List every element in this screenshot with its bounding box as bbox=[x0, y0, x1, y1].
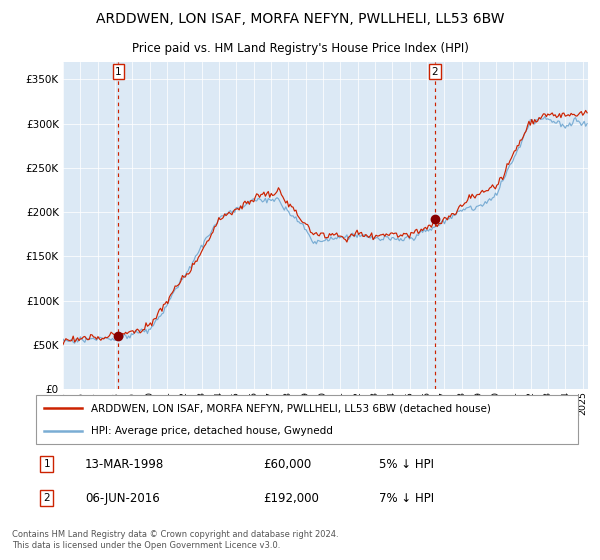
Text: £192,000: £192,000 bbox=[263, 492, 319, 505]
Text: ARDDWEN, LON ISAF, MORFA NEFYN, PWLLHELI, LL53 6BW: ARDDWEN, LON ISAF, MORFA NEFYN, PWLLHELI… bbox=[96, 12, 504, 26]
Text: 1: 1 bbox=[43, 459, 50, 469]
Text: HPI: Average price, detached house, Gwynedd: HPI: Average price, detached house, Gwyn… bbox=[91, 426, 332, 436]
Text: 06-JUN-2016: 06-JUN-2016 bbox=[85, 492, 160, 505]
Text: 13-MAR-1998: 13-MAR-1998 bbox=[85, 458, 164, 471]
FancyBboxPatch shape bbox=[36, 395, 578, 444]
Text: ARDDWEN, LON ISAF, MORFA NEFYN, PWLLHELI, LL53 6BW (detached house): ARDDWEN, LON ISAF, MORFA NEFYN, PWLLHELI… bbox=[91, 403, 491, 413]
Text: 5% ↓ HPI: 5% ↓ HPI bbox=[379, 458, 434, 471]
Text: 2: 2 bbox=[43, 493, 50, 503]
Text: 1: 1 bbox=[115, 67, 122, 77]
Text: £60,000: £60,000 bbox=[263, 458, 312, 471]
Text: 7% ↓ HPI: 7% ↓ HPI bbox=[379, 492, 434, 505]
Text: Price paid vs. HM Land Registry's House Price Index (HPI): Price paid vs. HM Land Registry's House … bbox=[131, 43, 469, 55]
Text: Contains HM Land Registry data © Crown copyright and database right 2024.
This d: Contains HM Land Registry data © Crown c… bbox=[12, 530, 338, 550]
Text: 2: 2 bbox=[431, 67, 438, 77]
